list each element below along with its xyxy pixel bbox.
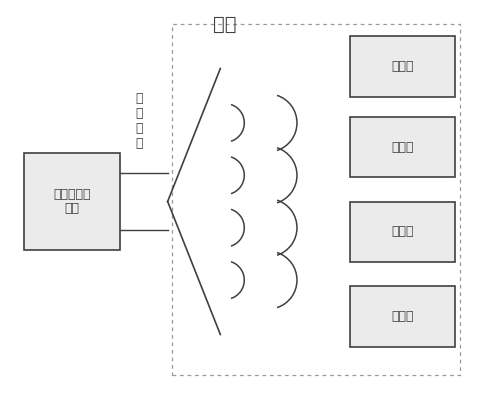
Bar: [350, 117, 455, 177]
Text: 大棚: 大棚: [213, 15, 237, 34]
Bar: [350, 286, 455, 347]
Text: 传感器: 传感器: [391, 225, 413, 238]
Text: 传感器: 传感器: [391, 310, 413, 323]
Bar: [350, 36, 455, 97]
Bar: [350, 202, 455, 262]
Bar: [24, 153, 120, 250]
Text: 发
射
天
线: 发 射 天 线: [135, 92, 143, 150]
Bar: [172, 24, 460, 375]
Text: 传感器: 传感器: [391, 60, 413, 73]
Text: 微波功率发
射器: 微波功率发 射器: [53, 187, 91, 216]
Text: 传感器: 传感器: [391, 141, 413, 154]
